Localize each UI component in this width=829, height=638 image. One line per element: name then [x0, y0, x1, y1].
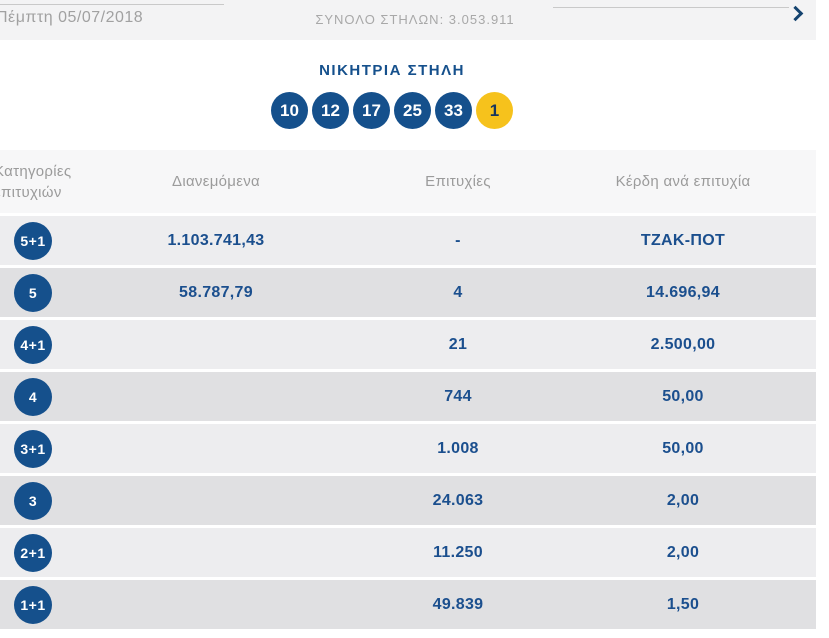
header-distributed: Διανεμόμενα: [172, 173, 260, 190]
results-table-header: Κατηγορίες επιτυχιών Διανεμόμενα Επιτυχί…: [0, 150, 816, 213]
header-prize: Κέρδη ανά επιτυχία: [615, 173, 751, 190]
distributed-value: 58.787,79: [179, 283, 253, 301]
category-badge: 1+1: [14, 585, 52, 624]
table-row: 2+1 11.250 2,00: [0, 528, 816, 577]
prize-value: 2.500,00: [650, 335, 716, 353]
prize-value: 2,00: [666, 543, 700, 561]
distributed-value: 1.103.741,43: [167, 231, 265, 249]
winning-number-ball: 12: [312, 92, 349, 129]
table-row: 5 58.787,79 4 14.696,94: [0, 268, 816, 317]
divider-right: [553, 7, 789, 8]
table-row: 4+1 21 2.500,00: [0, 320, 816, 369]
next-draw-button[interactable]: [784, 0, 810, 26]
category-badge: 3+1: [14, 429, 52, 468]
winning-number-ball: 17: [353, 92, 390, 129]
winners-value: 11.250: [433, 543, 483, 561]
category-badge: 2+1: [14, 533, 52, 572]
category-badge: 5+1: [14, 221, 52, 260]
chevron-right-icon: [787, 5, 803, 21]
prize-value: 50,00: [662, 387, 704, 405]
winning-column-title: ΝΙΚΗΤΡΙΑ ΣΤΗΛΗ: [319, 62, 465, 79]
winners-value: 21: [448, 335, 468, 353]
winning-number-ball: 25: [394, 92, 431, 129]
table-row: 1+1 49.839 1,50: [0, 580, 816, 629]
draw-date: Πέμπτη 05/07/2018: [0, 9, 144, 26]
bonus-number-ball: 1: [476, 92, 513, 129]
draw-navigation-bar: Πέμπτη 05/07/2018 ΣΥΝΟΛΟ ΣΤΗΛΩΝ: 3.053.9…: [0, 0, 816, 40]
prize-value: 1,50: [666, 595, 700, 613]
winners-value: 49.839: [432, 595, 484, 613]
header-winners: Επιτυχίες: [425, 173, 491, 190]
winning-column-section: ΝΙΚΗΤΡΙΑ ΣΤΗΛΗ 10 12 17 25 33 1: [0, 40, 784, 150]
winners-value: 744: [444, 387, 472, 405]
winners-value: 24.063: [432, 491, 484, 509]
winners-value: 4: [453, 283, 463, 301]
table-row: 3+1 1.008 50,00: [0, 424, 816, 473]
header-category: Κατηγορίες επιτυχιών: [0, 162, 72, 201]
winning-number-ball: 33: [435, 92, 472, 129]
winners-value: 1.008: [437, 439, 479, 457]
prize-value: 50,00: [662, 439, 704, 457]
category-badge: 4: [14, 377, 52, 416]
category-badge: 4+1: [14, 325, 52, 364]
prize-value: ΤΖΑΚ-ΠΟΤ: [640, 231, 726, 249]
divider-left: [0, 4, 224, 5]
total-columns-label: ΣΥΝΟΛΟ ΣΤΗΛΩΝ: 3.053.911: [315, 12, 515, 27]
prize-value: 14.696,94: [646, 283, 720, 301]
table-row: 4 744 50,00: [0, 372, 816, 421]
table-row: 5+1 1.103.741,43 - ΤΖΑΚ-ΠΟΤ: [0, 216, 816, 265]
winning-number-ball: 10: [271, 92, 308, 129]
prize-value: 2,00: [666, 491, 700, 509]
category-badge: 3: [14, 481, 52, 520]
winners-value: -: [455, 231, 461, 249]
winning-numbers: 10 12 17 25 33 1: [0, 92, 784, 129]
table-row: 3 24.063 2,00: [0, 476, 816, 525]
category-badge: 5: [14, 273, 52, 312]
